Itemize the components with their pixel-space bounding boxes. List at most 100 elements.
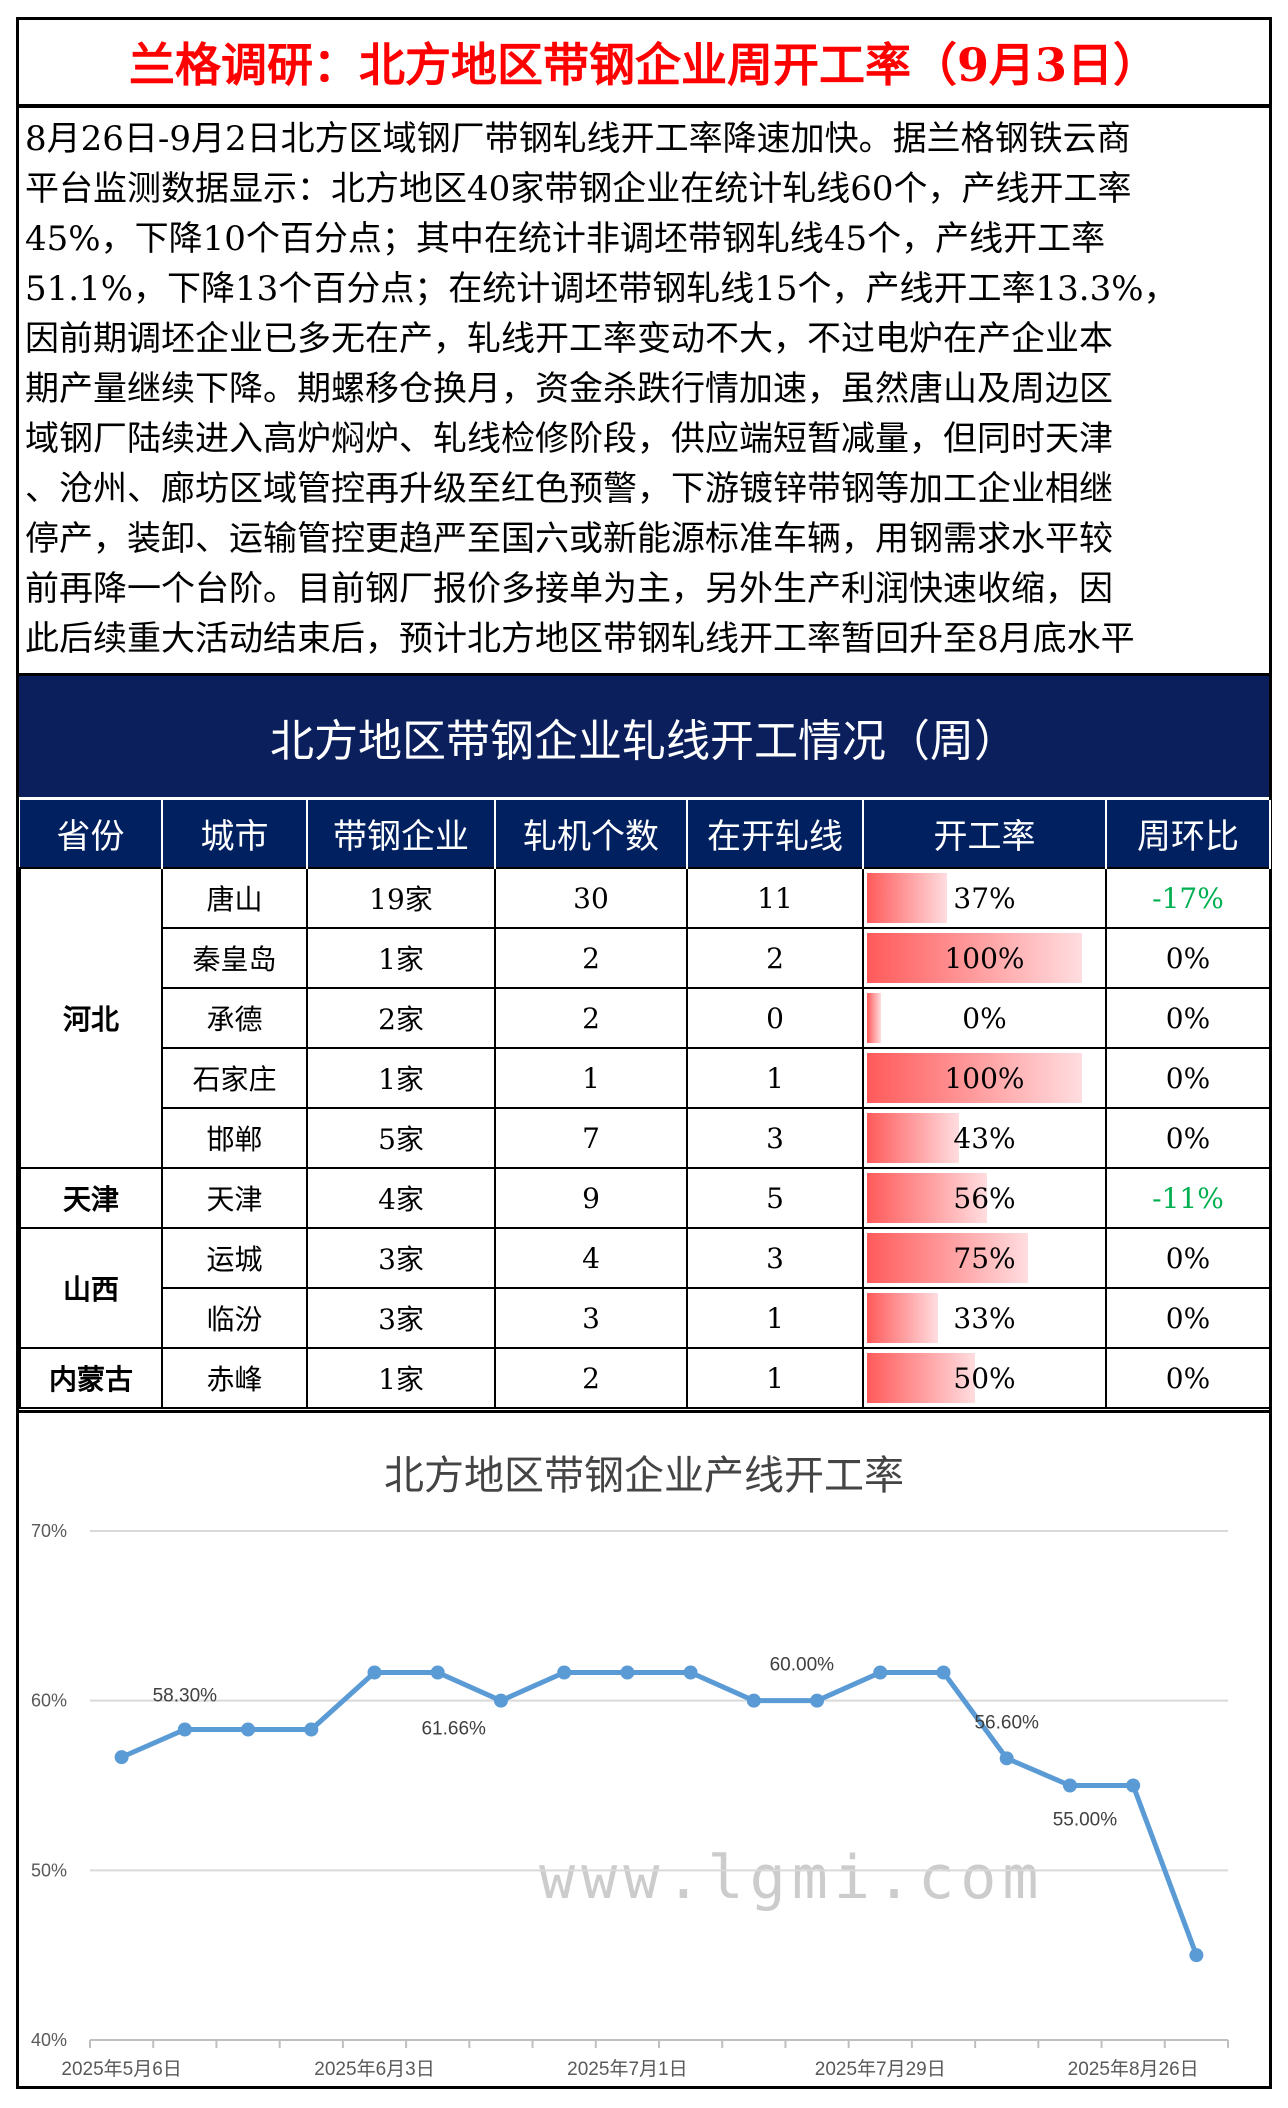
report-title: 兰格调研：北方地区带钢企业周开工率（9月3日） [19, 20, 1269, 108]
rate-value: 75% [953, 1241, 1016, 1275]
table-row: 秦皇岛 1家 2 2 100% 0% [20, 927, 1271, 989]
rate-bar [867, 1353, 975, 1403]
open-lines-cell: 1 [686, 1047, 864, 1109]
city-cell: 石家庄 [161, 1047, 308, 1109]
wow-cell: -17% [1105, 867, 1271, 929]
paragraph-line: 、沧州、廊坊区域管控再升级至红色预警，下游镀锌带钢等加工企业相继 [25, 469, 1113, 509]
rate-cell: 100% [862, 1047, 1107, 1109]
city-cell: 天津 [161, 1167, 308, 1229]
data-point [1126, 1778, 1141, 1793]
x-tick-label: 2025年5月6日 [61, 2058, 181, 2080]
rate-cell: 37% [862, 867, 1107, 929]
city-cell: 邯郸 [161, 1107, 308, 1169]
data-point [810, 1693, 825, 1708]
x-tick-label: 2025年6月3日 [314, 2058, 434, 2080]
wow-cell: 0% [1105, 1047, 1271, 1109]
rate-cell: 0% [862, 987, 1107, 1049]
data-point [873, 1665, 888, 1680]
rate-value: 100% [944, 941, 1025, 975]
column-header: 带钢企业 [307, 800, 496, 868]
x-tick-label: 2025年7月29日 [815, 2058, 946, 2080]
data-point [1189, 1948, 1204, 1963]
data-point [557, 1665, 572, 1680]
mills-cell: 1 [494, 1047, 688, 1109]
chart-svg: 40% 50% 60% 70% 2025年5月6日 2025年6月3日 2025年7月1日 2… [31, 1521, 1229, 2080]
firms-cell: 3家 [306, 1227, 496, 1289]
mills-cell: 3 [494, 1287, 688, 1349]
mills-cell: 2 [494, 987, 688, 1049]
table-row: 天津 天津 4家 9 5 56% -11% [19, 1167, 1271, 1229]
province-cell: 山西 [19, 1227, 163, 1349]
mills-cell: 30 [494, 867, 688, 929]
city-cell: 赤峰 [161, 1347, 308, 1409]
firms-cell: 1家 [306, 1047, 496, 1109]
y-tick-label: 40% [31, 2030, 67, 2050]
mills-cell: 2 [494, 1347, 688, 1409]
rate-bar [867, 873, 947, 923]
report-frame: 兰格调研：北方地区带钢企业周开工率（9月3日） 8月26日-9月2日北方区域钢厂… [16, 17, 1272, 2089]
table-row: 山西 运城 3家 4 3 75% 0% [19, 1227, 1271, 1349]
data-point [304, 1722, 319, 1737]
firms-cell: 4家 [306, 1167, 496, 1229]
column-header: 城市 [162, 800, 308, 868]
rate-value: 0% [962, 1001, 1007, 1035]
table-row: 临汾 3家 3 1 33% 0% [20, 1287, 1271, 1349]
data-label: 56.60% [974, 1712, 1039, 1733]
paragraph-line: 此后续重大活动结束后，预计北方地区带钢轧线开工率暂回升至8月底水平 [25, 619, 1135, 659]
y-tick-label: 60% [31, 1691, 67, 1711]
table-header-row: 省份 城市 带钢企业 轧机个数 在开轧线 开工率 周环比 [20, 800, 1271, 868]
wow-cell: 0% [1105, 1347, 1271, 1409]
wow-cell: 0% [1105, 1227, 1271, 1289]
paragraph-line: 停产，装卸、运输管控更趋严至国六或新能源标准车辆，用钢需求水平较 [25, 519, 1113, 559]
data-point [620, 1665, 635, 1680]
rate-cell: 75% [862, 1227, 1107, 1289]
paragraph-line: 平台监测数据显示：北方地区40家带钢企业在统计轧线60个，产线开工率 [25, 169, 1132, 209]
rate-cell: 50% [862, 1347, 1107, 1409]
city-cell: 秦皇岛 [161, 927, 308, 989]
open-lines-cell: 11 [686, 867, 864, 929]
chart-title: 北方地区带钢企业产线开工率 [384, 1453, 904, 1499]
table-row: 邯郸 5家 7 3 43% 0% [20, 1107, 1271, 1169]
rate-value: 56% [953, 1181, 1016, 1215]
table-row: 河北 唐山 19家 30 11 37% -17% [19, 867, 1271, 1169]
data-label: 58.30% [153, 1686, 218, 1707]
rate-cell: 56% [862, 1167, 1107, 1229]
paragraph-line: 45%，下降10个百分点；其中在统计非调坯带钢轧线45个，产线开工率 [25, 219, 1106, 259]
rate-value: 50% [953, 1361, 1016, 1395]
rate-bar [867, 933, 1082, 983]
wow-cell: -11% [1105, 1167, 1271, 1229]
paragraph-line: 因前期调坯企业已多无在产，轧线开工率变动不大，不过电炉在产企业本 [25, 319, 1113, 359]
wow-cell: 0% [1105, 927, 1271, 989]
rate-bar [867, 1173, 988, 1223]
data-label: 60.00% [770, 1655, 835, 1676]
rate-bar [867, 1293, 938, 1343]
province-cell: 天津 [19, 1167, 163, 1229]
paragraph-line: 期产量继续下降。期螺移仓换月，资金杀跌行情加速，虽然唐山及周边区 [25, 369, 1113, 409]
paragraph-line: 8月26日-9月2日北方区域钢厂带钢轧线开工率降速加快。据兰格钢铁云商 [25, 119, 1131, 159]
rate-bar [867, 1233, 1029, 1283]
data-point [493, 1693, 508, 1708]
x-tick-label: 2025年7月1日 [567, 2058, 687, 2080]
firms-cell: 1家 [306, 1347, 496, 1409]
rate-cell: 100% [862, 927, 1107, 989]
table-title: 北方地区带钢企业轧线开工情况（周） [19, 673, 1269, 797]
data-point [999, 1751, 1014, 1766]
paragraph-line: 域钢厂陆续进入高炉焖炉、轧线检修阶段，供应端短暂减量，但同时天津 [25, 419, 1113, 459]
column-header: 在开轧线 [687, 800, 864, 868]
series-line [120, 1670, 1199, 1957]
rate-value: 100% [944, 1061, 1025, 1095]
data-point [367, 1665, 382, 1680]
firms-cell: 2家 [306, 987, 496, 1049]
rate-value: 37% [953, 881, 1016, 915]
paragraph-line: 51.1%，下降13个百分点；在统计调坯带钢轧线15个，产线开工率13.3%， [25, 269, 1178, 309]
wow-cell: 0% [1105, 987, 1271, 1049]
column-header: 省份 [20, 800, 163, 868]
data-point [114, 1750, 129, 1765]
rate-bar [867, 1053, 1082, 1103]
watermark: www.lgmi.com [539, 1843, 1045, 1913]
rate-bar [867, 1113, 960, 1163]
table-row: 内蒙古 赤峰 1家 2 1 50% 0% [19, 1347, 1271, 1409]
paragraph-line: 前再降一个台阶。目前钢厂报价多接单为主，另外生产利润快速收缩，因 [25, 569, 1113, 609]
firms-cell: 1家 [306, 927, 496, 989]
open-lines-cell: 3 [686, 1227, 864, 1289]
